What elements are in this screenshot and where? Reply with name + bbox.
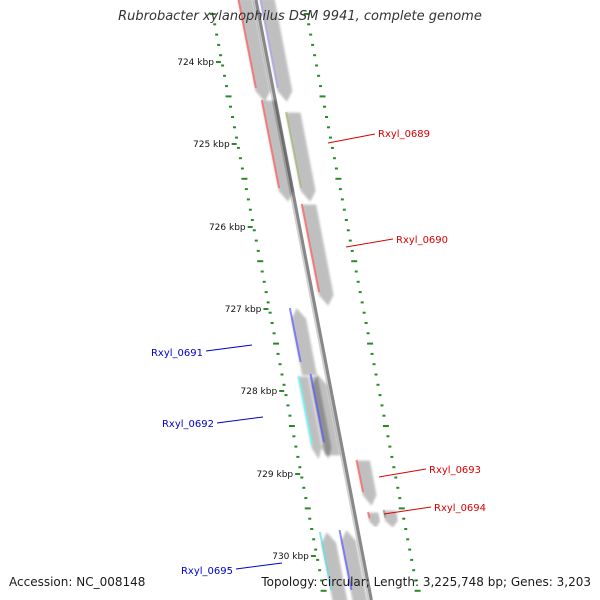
gene-leader-line xyxy=(217,417,263,423)
length-label: Length: xyxy=(374,575,419,589)
gene-leader-line xyxy=(379,469,426,477)
accession-value[interactable]: NC_008148 xyxy=(76,575,145,589)
topology-label: Topology: xyxy=(261,575,317,589)
genes-label: Genes: xyxy=(511,575,553,589)
backbone-line xyxy=(256,0,371,600)
ruler-label: 725 kbp xyxy=(193,140,230,150)
gene-label: Rxyl_0695 xyxy=(181,566,233,577)
gene-label: Rxyl_0689 xyxy=(378,129,430,140)
ruler-label: 729 kbp xyxy=(256,470,293,480)
gene-leader-line xyxy=(328,134,375,143)
gene-labels: Rxyl_0689 Rxyl_0690 Rxyl_0691 Rxyl_0692 Rxyl… xyxy=(151,129,486,577)
gene-label: Rxyl_0692 xyxy=(162,419,214,430)
gene-label: Rxyl_0694 xyxy=(434,503,486,514)
backbone xyxy=(255,0,371,600)
gene-leader-line xyxy=(206,345,252,351)
gene-label: Rxyl_0693 xyxy=(429,465,481,476)
ruler-label: 730 kbp xyxy=(272,552,309,562)
genome-map: Rxyl_0689 Rxyl_0690 Rxyl_0691 Rxyl_0692 Rxyl… xyxy=(0,0,600,600)
gene-leader-line xyxy=(236,563,282,569)
accession-label: Accession: xyxy=(9,575,72,589)
page-title: Rubrobacter xylanophilus DSM 9941, compl… xyxy=(0,9,600,24)
length-value: 3,225,748 bp xyxy=(423,575,503,589)
ruler-label: 728 kbp xyxy=(241,387,278,397)
gene-label: Rxyl_0691 xyxy=(151,348,203,359)
gene-leader-line xyxy=(346,239,393,247)
gene-arrow xyxy=(290,306,315,372)
gene-label: Rxyl_0690 xyxy=(396,235,448,246)
ruler-label: 726 kbp xyxy=(209,223,246,233)
topology-value: circular xyxy=(321,575,365,589)
genome-summary: Topology: circular; Length: 3,225,748 bp… xyxy=(261,575,591,589)
gene-features xyxy=(236,0,395,600)
ruler-label: 724 kbp xyxy=(177,58,214,68)
genes-value: 3,203 xyxy=(557,575,591,589)
ruler-label: 727 kbp xyxy=(225,305,262,315)
accession-info: Accession: NC_008148 xyxy=(9,575,145,589)
